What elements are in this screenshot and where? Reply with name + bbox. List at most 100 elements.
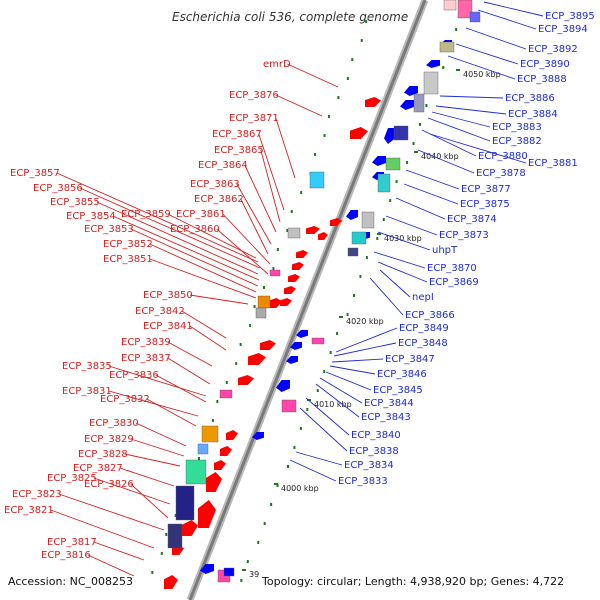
reverse-gene [372, 156, 386, 166]
ring-dot [327, 115, 330, 118]
forward-gene [206, 472, 222, 492]
forward-gene [214, 460, 226, 470]
label-leader-line [417, 149, 475, 174]
gene-block [385, 157, 401, 171]
label-leader-line [435, 105, 507, 115]
gene-block [175, 485, 195, 521]
ring-dot [299, 427, 302, 430]
gene-label-ecp-3892: ECP_3892 [528, 44, 578, 55]
forward-gene [288, 274, 300, 282]
ring-dot [329, 351, 332, 354]
ring-dot [389, 199, 392, 202]
gene-label-ecp-3884: ECP_3884 [508, 109, 558, 120]
gene-label-ecp-3846: ECP_3846 [377, 369, 427, 380]
gene-block [443, 0, 457, 11]
right-label-layer: ECP_3895 ECP_3894 ECP_3892 ECP_3890 ECP_3888… [289, 1, 595, 487]
label-leader-line [50, 509, 155, 549]
gene-label-ecp-3827: ECP_3827 [73, 463, 123, 474]
gene-label-ecp-3861: ECP_3861 [176, 209, 226, 220]
gene-label-ecp-3837: ECP_3837 [121, 353, 171, 364]
label-leader-line [329, 365, 376, 375]
label-leader-line [447, 55, 516, 80]
ring-dot [151, 571, 154, 574]
ring-dot [365, 20, 368, 23]
gene-label-ecp-3847: ECP_3847 [385, 354, 435, 365]
reverse-gene [404, 86, 418, 96]
ring-dot [249, 324, 252, 327]
forward-gene [330, 218, 342, 226]
label-leader-line [379, 269, 411, 298]
label-leader-line [167, 357, 211, 385]
label-leader-line [56, 172, 259, 263]
ring-dot [287, 465, 290, 468]
label-leader-line [58, 493, 165, 531]
ring-dot [198, 457, 201, 460]
gene-label-ecp-3894: ECP_3894 [538, 24, 588, 35]
label-leader-line [167, 213, 257, 259]
reverse-gene [426, 60, 440, 68]
label-leader-line [149, 258, 257, 299]
label-leader-line [240, 198, 269, 255]
label-leader-line [385, 215, 438, 236]
gene-label-ecp-3828: ECP_3828 [78, 449, 128, 460]
ring-dot [300, 191, 303, 194]
topology-text: Topology: circular; Length: 4,938,920 bp… [261, 575, 564, 588]
gene-label-ecp-3862: ECP_3862 [194, 194, 244, 205]
gene-label-ecp-3843: ECP_3843 [361, 412, 411, 423]
label-leader-line [287, 63, 339, 88]
gene-label-ecp-3854: ECP_3854 [66, 211, 116, 222]
gene-block [167, 523, 183, 549]
label-leader-line [124, 453, 181, 467]
gene-label-ecp-3877: ECP_3877 [461, 184, 511, 195]
label-leader-line [146, 398, 197, 427]
forward-gene [292, 262, 304, 270]
gene-label-ecp-3871: ECP_3871 [229, 113, 279, 124]
label-leader-line [377, 231, 431, 251]
gene-label-ecp-3842: ECP_3842 [135, 306, 185, 317]
left-label-layer: emrD ECP_3876 ECP_3871 ECP_3867 ECP_3865 ECP_… [4, 59, 339, 577]
ring-dot [360, 39, 363, 42]
ring-dot [323, 134, 326, 137]
gene-label-ecp-3873: ECP_3873 [439, 230, 489, 241]
label-leader-line [319, 377, 363, 404]
gene-block [413, 93, 425, 113]
gene-block [311, 337, 325, 345]
ring-dot [346, 313, 349, 316]
gene-label-ecp-3870: ECP_3870 [427, 263, 477, 274]
label-leader-line [93, 541, 145, 561]
forward-gene [318, 232, 328, 240]
ring-dot [235, 362, 238, 365]
reverse-gene [400, 100, 414, 110]
label-leader-line [236, 183, 272, 245]
ring-dot [257, 541, 260, 544]
ring-dot [442, 66, 445, 69]
label-leader-line [439, 95, 504, 99]
gene-block [393, 125, 409, 141]
gene-block [257, 295, 271, 309]
tick-label: 4050 kbp [463, 70, 501, 79]
gene-block [197, 443, 209, 455]
label-leader-line [275, 117, 296, 179]
gene-label-ecp-3860: ECP_3860 [170, 224, 220, 235]
gene-block [469, 11, 481, 23]
tick-label: 4030 kbp [384, 234, 422, 243]
ring-dot [276, 484, 279, 487]
gene-label-nepi: nepI [412, 292, 434, 303]
ring-dot [216, 400, 219, 403]
label-leader-line [335, 327, 398, 353]
ring-dot [395, 180, 398, 183]
ring-dot [272, 267, 275, 270]
gene-label-ecp-3841: ECP_3841 [143, 321, 193, 332]
gene-label-ecp-3817: ECP_3817 [47, 537, 97, 548]
label-leader-line [483, 1, 544, 17]
gene-label-ecp-3890: ECP_3890 [520, 59, 570, 70]
label-leader-line [333, 342, 397, 357]
forward-gene [164, 575, 178, 589]
reverse-gene [286, 356, 298, 364]
gene-label-ecp-3831: ECP_3831 [62, 386, 112, 397]
gene-label-ecp-3875: ECP_3875 [460, 199, 510, 210]
label-leader-line [108, 390, 199, 417]
ring-dot [165, 533, 168, 536]
gene-label-ecp-3878: ECP_3878 [476, 168, 526, 179]
